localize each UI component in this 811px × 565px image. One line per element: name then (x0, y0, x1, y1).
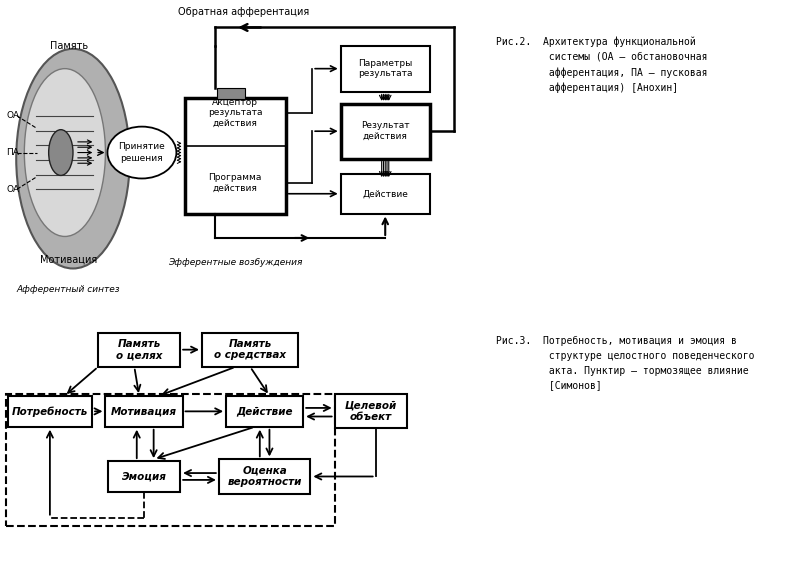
FancyBboxPatch shape (98, 333, 180, 367)
Text: Параметры
результата: Параметры результата (358, 59, 413, 79)
Ellipse shape (49, 129, 73, 175)
Text: ПА: ПА (6, 148, 19, 157)
Text: ОА: ОА (6, 111, 19, 120)
Text: Эмоция: Эмоция (122, 471, 166, 481)
Text: Мотивация: Мотивация (111, 406, 177, 416)
Text: Рис.2.  Архитектура функциональной
         системы (ОА – обстановочная
        : Рис.2. Архитектура функциональной систем… (496, 37, 708, 93)
Text: Действие: Действие (363, 189, 408, 198)
FancyBboxPatch shape (105, 396, 182, 427)
FancyBboxPatch shape (341, 46, 430, 92)
FancyBboxPatch shape (341, 104, 430, 159)
FancyBboxPatch shape (7, 396, 92, 427)
FancyBboxPatch shape (335, 394, 407, 428)
Text: Действие: Действие (236, 406, 293, 416)
Text: Принятие
решения: Принятие решения (118, 142, 165, 163)
Text: Потребность: Потребность (12, 406, 88, 416)
Text: Программа
действия: Программа действия (208, 173, 262, 193)
Ellipse shape (16, 49, 130, 268)
Text: Память
о целях: Память о целях (116, 339, 162, 360)
FancyBboxPatch shape (202, 333, 298, 367)
FancyBboxPatch shape (226, 396, 303, 427)
Circle shape (107, 127, 176, 179)
Text: Мотивация: Мотивация (41, 254, 97, 264)
Text: Результат
действия: Результат действия (361, 121, 410, 141)
Text: Память
о средствах: Память о средствах (214, 339, 286, 360)
Text: Целевой
объект: Целевой объект (345, 401, 397, 422)
Text: Афферентный синтез: Афферентный синтез (16, 285, 120, 294)
Text: Память: Память (49, 41, 88, 51)
Text: Обратная афферентация: Обратная афферентация (178, 7, 309, 17)
FancyBboxPatch shape (108, 461, 180, 492)
FancyBboxPatch shape (185, 98, 285, 214)
Text: Рис.3.  Потребность, мотивация и эмоция в
         структуре целостного поведенч: Рис.3. Потребность, мотивация и эмоция в… (496, 336, 755, 390)
FancyBboxPatch shape (341, 174, 430, 214)
Text: Акцептор
результата
действия: Акцептор результата действия (208, 98, 263, 128)
Text: Эфферентные возбуждения: Эфферентные возбуждения (168, 258, 303, 267)
FancyBboxPatch shape (219, 459, 311, 494)
Ellipse shape (24, 68, 105, 236)
Text: Оценка
вероятности: Оценка вероятности (227, 466, 302, 487)
Text: ОА: ОА (6, 185, 19, 194)
FancyBboxPatch shape (217, 89, 245, 99)
